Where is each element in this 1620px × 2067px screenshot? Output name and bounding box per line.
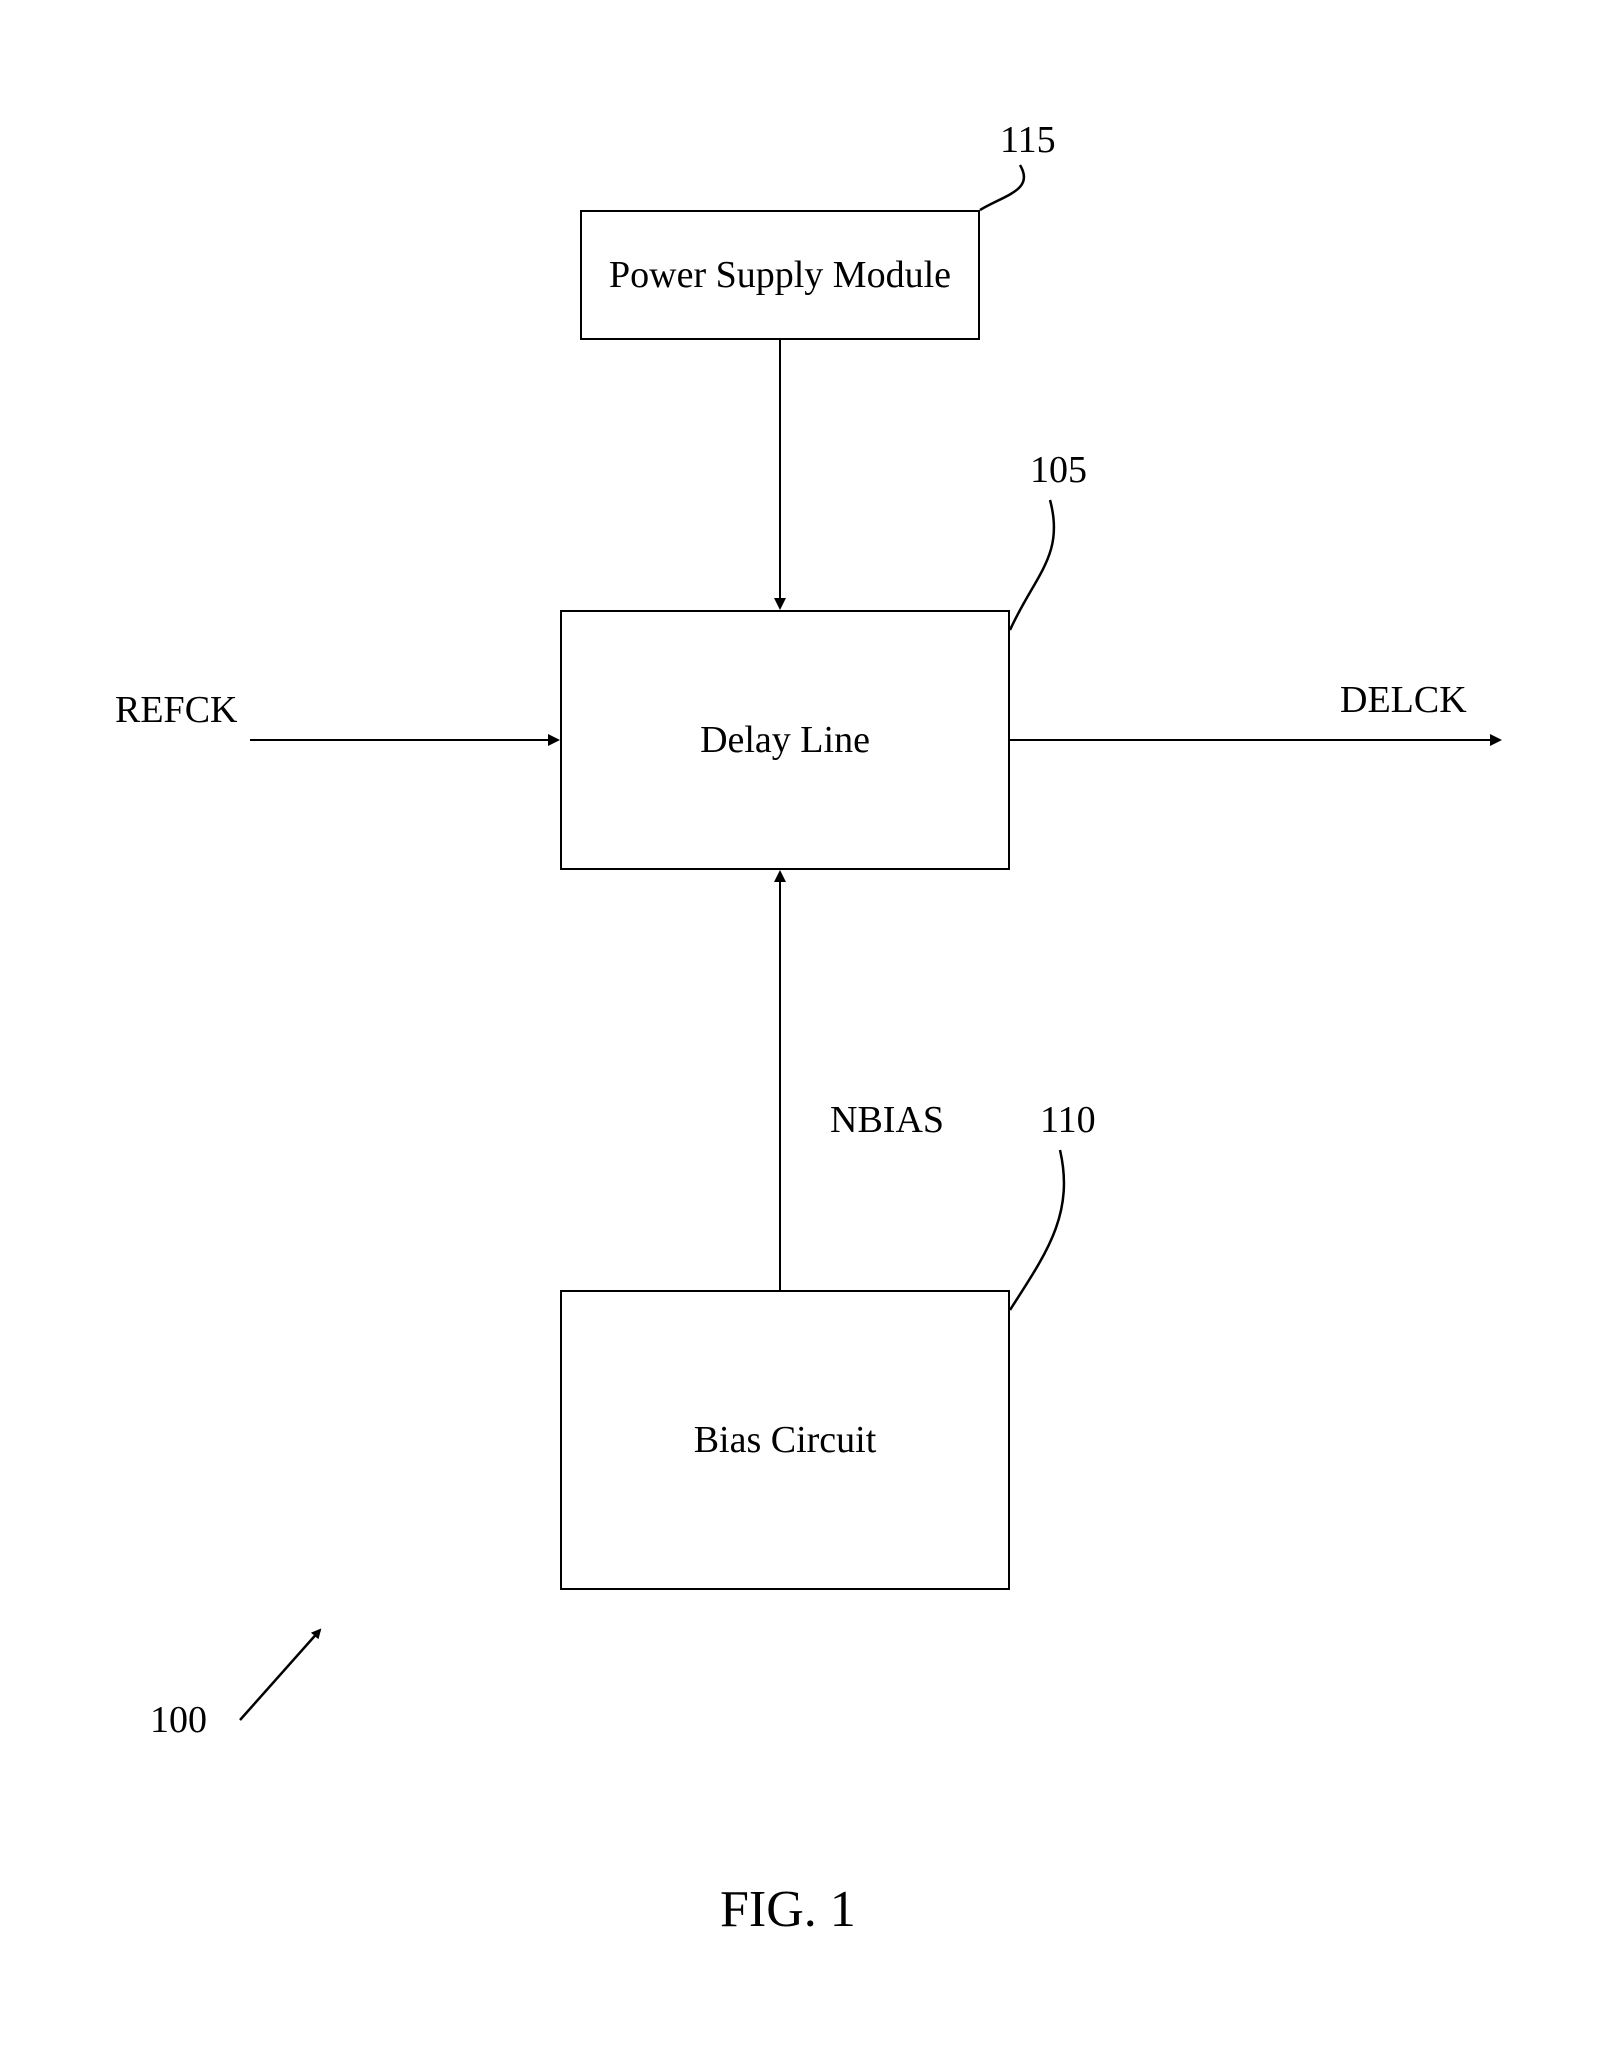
leader-110 [1010,1150,1064,1310]
power-supply-block: Power Supply Module [580,210,980,340]
figure-caption: FIG. 1 [720,1880,856,1939]
delck-label: DELCK [1340,680,1467,722]
delay-line-block: Delay Line [560,610,1010,870]
system-ref-arrow [240,1630,320,1720]
block-diagram: Power Supply Module Delay Line Bias Circ… [0,0,1620,2067]
bias-circuit-block: Bias Circuit [560,1290,1010,1590]
nbias-label: NBIAS [830,1100,930,1142]
refck-label: REFCK [115,690,255,732]
delay-line-label: Delay Line [700,718,870,762]
power-supply-label: Power Supply Module [609,253,951,297]
ref-105: 105 [1030,450,1080,492]
leader-105 [1010,500,1054,630]
ref-100: 100 [150,1700,200,1742]
bias-circuit-label: Bias Circuit [694,1418,877,1462]
leader-115 [980,165,1024,210]
ref-110: 110 [1040,1100,1090,1142]
ref-115: 115 [1000,120,1050,162]
